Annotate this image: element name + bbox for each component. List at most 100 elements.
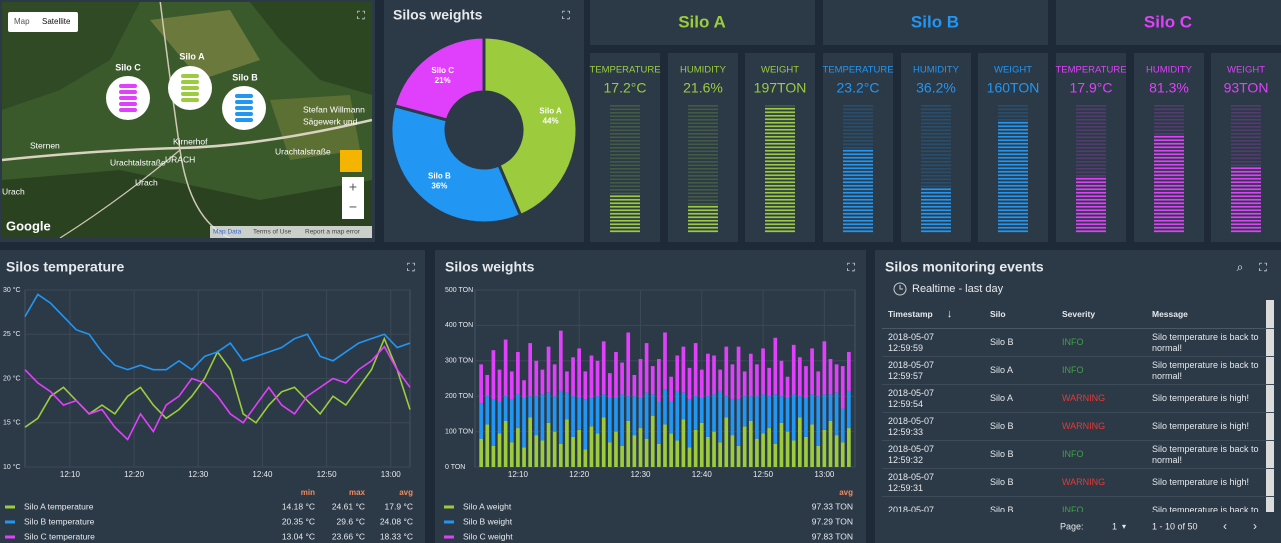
- gauge-stripe: [765, 105, 795, 107]
- event-row: 2018-05-07 12:59:54 Silo A WARNING Silo temp…: [882, 384, 1274, 413]
- header-row: Timestamp ↓ Silo Severity Message: [882, 300, 1274, 329]
- fullscreen-icon[interactable]: ⛶: [1259, 262, 1267, 274]
- bar-segment: [748, 396, 753, 421]
- events-title: Silos monitoring events: [885, 259, 1044, 275]
- bar-segment: [742, 426, 747, 467]
- fullscreen-icon[interactable]: ⛶: [407, 262, 415, 274]
- gauge-fill: [843, 156, 873, 159]
- zoom-out[interactable]: −: [349, 199, 357, 215]
- gauge-stripe: [688, 133, 718, 135]
- gauge-fill: [765, 184, 795, 187]
- legend-label: Silo C temperature: [24, 531, 95, 541]
- gauge-fill: [843, 184, 873, 187]
- next-page[interactable]: ›: [1253, 519, 1257, 533]
- gauge-fill: [1076, 212, 1106, 215]
- bar-segment: [822, 341, 827, 395]
- prev-page[interactable]: ‹: [1223, 519, 1227, 533]
- bar-segment: [834, 364, 839, 393]
- timestamp-cell: 2018-05-07 12:59:33: [882, 412, 984, 441]
- bar-segment: [834, 435, 839, 467]
- event-time: 12:59:31: [888, 482, 924, 493]
- bar-segment: [706, 353, 710, 397]
- zoom-control[interactable]: [342, 177, 364, 219]
- bar-segment: [687, 367, 692, 400]
- gauge-fill: [843, 195, 873, 197]
- zoom-in[interactable]: +: [349, 179, 357, 195]
- bar-segment: [552, 396, 557, 432]
- gauge-stripe: [1076, 136, 1106, 139]
- event-row: 2018-05-07 12:59:59 Silo B INFO Silo tempera…: [882, 328, 1274, 357]
- legend-stat: 14.18 °C: [282, 501, 315, 511]
- gauge-fill: [688, 223, 718, 225]
- gauge-fill: [1076, 226, 1106, 229]
- field: [270, 95, 360, 160]
- gauge-fill: [765, 198, 795, 201]
- fullscreen-icon[interactable]: ⛶: [847, 262, 855, 274]
- line-series: [24, 293, 411, 371]
- fullscreen-icon[interactable]: ⛶: [357, 10, 365, 22]
- map[interactable]: + − Map Satellite Silo C Silo A Silo B Stefan…: [2, 0, 372, 238]
- report-link[interactable]: Report a map error: [305, 229, 361, 236]
- search-icon[interactable]: ⌕: [1237, 260, 1244, 274]
- gauge-stripe: [998, 108, 1028, 111]
- pager-page[interactable]: 1: [1112, 521, 1117, 531]
- gauge-stripe: [610, 185, 640, 188]
- gauge-fill: [765, 125, 795, 127]
- map-type-control[interactable]: [8, 12, 78, 32]
- gauge-stripe: [1231, 105, 1261, 107]
- gauge-fill: [843, 216, 873, 218]
- gauge-fill: [1231, 181, 1261, 183]
- gauge-stripe: [1076, 164, 1106, 167]
- gauge-fill: [765, 191, 795, 194]
- y-tick-label: 100 TON: [445, 428, 473, 435]
- map-button[interactable]: Satellite: [42, 17, 71, 26]
- gauge-fill: [1154, 146, 1184, 148]
- gauge-stripe: [688, 136, 718, 139]
- gauge-level: [688, 205, 718, 232]
- fullscreen-icon[interactable]: ⛶: [562, 10, 570, 22]
- bar-segment: [828, 394, 833, 421]
- gauge-stripe: [688, 164, 718, 167]
- metric-label: HUMIDITY: [1146, 65, 1193, 76]
- legend-stat: 97.83 TON: [812, 531, 853, 541]
- gauge-fill: [765, 219, 795, 222]
- pager-dropdown[interactable]: ▾: [1122, 522, 1126, 531]
- bar-segment: [540, 394, 545, 441]
- bar-segment: [816, 445, 821, 467]
- bar-segment: [712, 355, 716, 395]
- gauge-fill: [1154, 209, 1184, 211]
- gauge-fill: [1231, 223, 1261, 225]
- bar-segment: [509, 371, 514, 400]
- gauge-stripe: [688, 143, 718, 146]
- gauge-stripe: [921, 105, 951, 107]
- gauge-stripe: [610, 143, 640, 146]
- gauge-stripe: [610, 140, 640, 142]
- gauge-fill: [1231, 198, 1261, 201]
- gauge-stripe: [921, 115, 951, 118]
- gauge-fill: [688, 216, 718, 218]
- severity-cell: WARNING: [1056, 412, 1146, 441]
- bar-segment: [681, 419, 686, 467]
- gauge-fill: [921, 209, 951, 211]
- bar-segment: [785, 431, 790, 467]
- message-cell: Silo temperature is high!: [1146, 384, 1274, 413]
- bar-segment: [699, 422, 704, 467]
- event-time: 12:59:32: [888, 454, 924, 465]
- terms-link[interactable]: Terms of Use: [253, 229, 292, 236]
- gauge-level: [610, 195, 640, 232]
- event-date: 2018-05-07: [888, 471, 935, 482]
- x-tick-label: 12:40: [692, 470, 713, 479]
- metric-value: 23.2°C: [837, 80, 880, 96]
- message-cell: Silo temperature is back to: [1146, 496, 1274, 512]
- street-view[interactable]: [340, 150, 362, 172]
- bar-segment: [847, 390, 851, 429]
- gauge-fill: [998, 198, 1028, 201]
- clock-hand: [899, 285, 903, 290]
- gauge-stripe: [610, 147, 640, 149]
- silo-cell: Silo B: [984, 496, 1056, 512]
- bar-segment: [583, 449, 588, 467]
- bar-segment: [681, 346, 686, 393]
- map-button[interactable]: Map: [14, 17, 30, 26]
- map-data[interactable]: Map Data: [213, 229, 242, 236]
- gauge-stripe: [1076, 175, 1106, 177]
